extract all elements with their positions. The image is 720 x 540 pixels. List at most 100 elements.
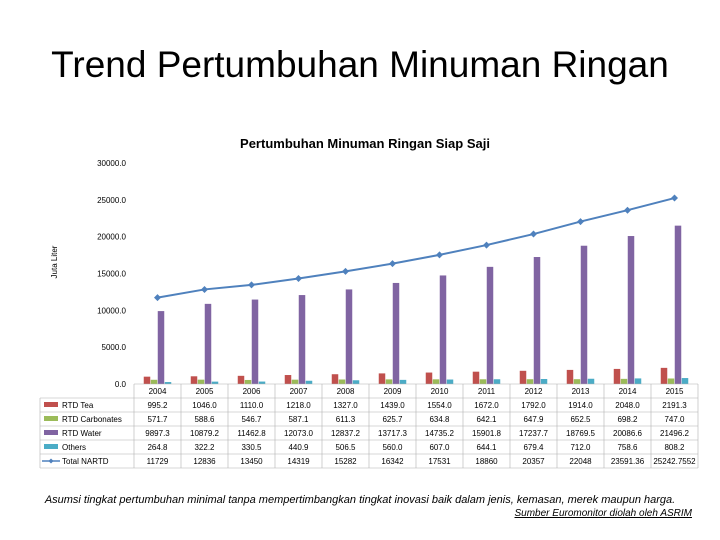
legend-key: [44, 444, 58, 449]
legend-entry: RTD Tea: [62, 401, 94, 410]
bar-rtd-water-2008: [345, 289, 353, 384]
data-label: 679.4: [523, 443, 544, 452]
bar-rtd-tea-2004: [143, 376, 151, 384]
legend-entry: RTD Water: [62, 429, 102, 438]
data-label: 1327.0: [333, 401, 358, 410]
bar-rtd-carbonates-2010: [432, 379, 440, 384]
point-total-nartd-2012: [530, 230, 537, 238]
data-label: 1218.0: [286, 401, 311, 410]
data-label: 23591.36: [611, 457, 645, 466]
bar-rtd-tea-2007: [284, 375, 292, 384]
x-tick-label: 2009: [384, 387, 402, 396]
data-label: 12837.2: [331, 429, 360, 438]
bar-rtd-water-2012: [533, 257, 541, 384]
bar-rtd-carbonates-2009: [385, 379, 393, 384]
legend-entry: Total NARTD: [62, 457, 109, 466]
chart: Pertumbuhan Minuman Ringan Siap Saji Jut…: [39, 136, 699, 469]
legend-entry: RTD Carbonates: [62, 415, 122, 424]
data-label: 13717.3: [378, 429, 407, 438]
bar-rtd-tea-2005: [190, 376, 198, 384]
x-tick-label: 2012: [525, 387, 543, 396]
bar-others-2007: [305, 380, 313, 384]
data-label: 25242.7552: [653, 457, 696, 466]
data-label: 21496.2: [660, 429, 689, 438]
legend-entry: Others: [62, 443, 86, 452]
data-label: 698.2: [617, 415, 638, 424]
data-label: 440.9: [288, 443, 309, 452]
bar-rtd-water-2011: [486, 266, 494, 384]
data-label: 13450: [240, 457, 263, 466]
data-label: 10879.2: [190, 429, 219, 438]
bar-rtd-carbonates-2015: [667, 378, 675, 384]
x-tick-label: 2008: [337, 387, 355, 396]
data-label: 506.5: [335, 443, 356, 452]
data-label: 546.7: [241, 415, 262, 424]
x-tick-label: 2007: [290, 387, 308, 396]
data-label: 644.1: [476, 443, 497, 452]
data-label: 712.0: [570, 443, 591, 452]
x-tick-label: 2014: [619, 387, 637, 396]
bar-rtd-carbonates-2004: [150, 379, 158, 384]
data-label: 1046.0: [192, 401, 217, 410]
data-label: 16342: [381, 457, 404, 466]
point-total-nartd-2004: [154, 294, 161, 302]
data-label: 11462.8: [237, 429, 266, 438]
x-tick-label: 2011: [478, 387, 496, 396]
data-label: 995.2: [147, 401, 168, 410]
data-label: 20357: [522, 457, 545, 466]
bar-others-2009: [399, 379, 407, 384]
x-tick-label: 2006: [243, 387, 261, 396]
data-label: 607.0: [429, 443, 450, 452]
bar-rtd-water-2009: [392, 282, 400, 384]
bar-rtd-water-2010: [439, 275, 447, 384]
data-label: 12073.0: [284, 429, 313, 438]
data-label: 14319: [287, 457, 310, 466]
data-label: 647.9: [523, 415, 544, 424]
bar-rtd-water-2015: [674, 225, 682, 384]
bar-rtd-water-2005: [204, 303, 212, 384]
source-note: Sumber Euromonitor diolah oleh ASRIM: [514, 508, 693, 519]
bar-rtd-carbonates-2014: [620, 378, 628, 384]
y-axis-label: Juta Liter: [50, 245, 59, 278]
bar-others-2014: [634, 378, 642, 384]
data-label: 747.0: [664, 415, 685, 424]
point-total-nartd-2015: [671, 194, 678, 202]
bar-rtd-tea-2009: [378, 373, 386, 384]
data-label: 330.5: [241, 443, 262, 452]
data-label: 264.8: [147, 443, 168, 452]
data-label: 1110.0: [240, 401, 264, 410]
data-label: 18769.5: [566, 429, 595, 438]
bar-others-2008: [352, 380, 360, 384]
bar-rtd-carbonates-2007: [291, 379, 299, 384]
bar-rtd-tea-2013: [566, 369, 574, 384]
data-label: 634.8: [429, 415, 450, 424]
point-total-nartd-2006: [248, 281, 255, 289]
data-label: 588.6: [194, 415, 215, 424]
data-label: 20086.6: [613, 429, 642, 438]
point-total-nartd-2014: [624, 206, 631, 214]
x-tick-label: 2015: [666, 387, 684, 396]
bar-others-2013: [587, 378, 595, 384]
bar-others-2006: [258, 381, 266, 384]
point-total-nartd-2013: [577, 218, 584, 226]
data-label: 1554.0: [427, 401, 452, 410]
bar-others-2005: [211, 381, 219, 384]
data-label: 808.2: [664, 443, 685, 452]
bar-others-2015: [681, 378, 689, 384]
bar-rtd-carbonates-2008: [338, 379, 346, 384]
bar-rtd-tea-2010: [425, 372, 433, 384]
bar-rtd-carbonates-2012: [526, 379, 534, 384]
data-label: 587.1: [288, 415, 309, 424]
line-total-nartd: [157, 197, 675, 299]
bar-rtd-water-2013: [580, 245, 588, 384]
bar-others-2010: [446, 379, 454, 384]
point-total-nartd-2005: [201, 285, 208, 293]
bar-rtd-tea-2011: [472, 371, 480, 384]
bar-rtd-carbonates-2005: [197, 379, 205, 384]
y-tick-label: 5000.0: [102, 343, 127, 352]
x-tick-label: 2013: [572, 387, 590, 396]
data-label: 15282: [334, 457, 357, 466]
data-label: 2048.0: [615, 401, 640, 410]
data-label: 758.6: [617, 443, 638, 452]
y-tick-label: 0.0: [115, 380, 127, 389]
